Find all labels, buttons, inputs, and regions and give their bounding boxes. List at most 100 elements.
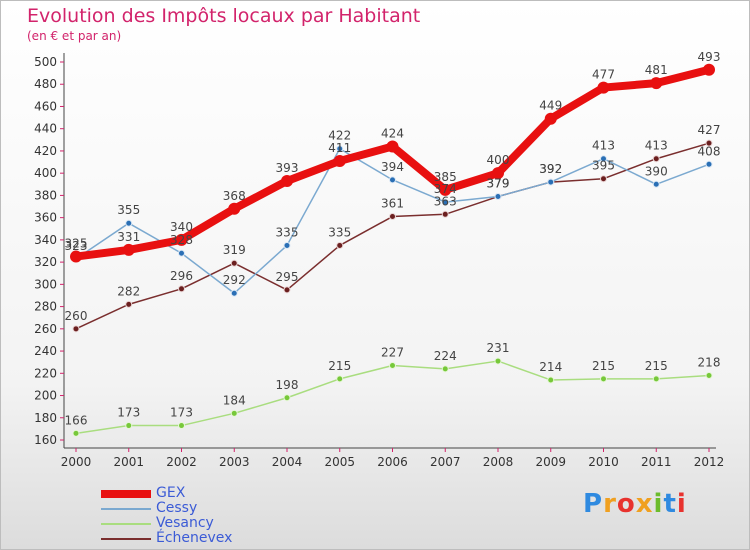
data-label-gex: 325 — [65, 237, 88, 251]
data-point-echenevex — [600, 175, 607, 183]
data-label-vesancy: 215 — [645, 359, 668, 373]
proxiti-logo: Proxiti — [583, 489, 687, 519]
logo-letter: o — [616, 489, 636, 519]
data-label-vesancy: 218 — [698, 356, 721, 370]
data-point-cessy — [494, 193, 502, 201]
data-label-cessy: 379 — [487, 177, 510, 191]
y-tick-label: 220 — [34, 366, 57, 380]
data-label-echenevex: 335 — [328, 225, 351, 239]
y-tick-label: 240 — [34, 344, 57, 358]
data-label-cessy: 328 — [170, 233, 193, 247]
x-tick-label: 2006 — [377, 455, 408, 469]
y-tick-label: 340 — [34, 233, 57, 247]
legend-item-vesancy: Vesancy — [101, 515, 301, 532]
data-point-cessy — [336, 145, 344, 153]
legend-swatch-echenevex — [101, 538, 151, 540]
logo-letter: r — [603, 489, 617, 519]
data-label-vesancy: 173 — [170, 406, 193, 420]
data-point-gex — [386, 140, 399, 153]
data-point-vesancy — [600, 375, 607, 383]
data-point-cessy — [389, 176, 396, 184]
data-label-echenevex: 295 — [276, 270, 299, 284]
data-point-cessy — [652, 180, 660, 188]
data-label-vesancy: 166 — [65, 413, 88, 427]
legend-item-gex: GEX — [101, 485, 301, 502]
data-label-vesancy: 198 — [276, 378, 299, 392]
x-tick-label: 2011 — [641, 455, 672, 469]
logo-letter: t — [663, 489, 677, 519]
x-tick-label: 2004 — [272, 455, 303, 469]
data-point-vesancy — [230, 409, 238, 417]
logo-letter: x — [635, 489, 654, 519]
data-point-gex — [544, 112, 557, 125]
y-tick-label: 320 — [34, 255, 57, 269]
data-label-vesancy: 215 — [328, 359, 351, 373]
data-label-gex: 385 — [434, 170, 457, 184]
legend-swatch-gex — [101, 490, 151, 498]
y-tick-label: 460 — [34, 99, 57, 113]
x-tick-label: 2009 — [535, 455, 566, 469]
data-label-vesancy: 227 — [381, 346, 404, 360]
data-label-echenevex: 392 — [539, 162, 562, 176]
y-tick-label: 260 — [34, 322, 57, 336]
x-tick-label: 2010 — [588, 455, 619, 469]
data-point-gex — [492, 167, 504, 180]
y-tick-label: 380 — [34, 188, 57, 202]
data-point-vesancy — [705, 372, 713, 380]
y-tick-label: 480 — [34, 77, 57, 91]
data-point-echenevex — [705, 139, 713, 147]
logo-letter: P — [583, 489, 604, 519]
data-label-gex: 493 — [698, 50, 721, 64]
legend-swatch-cessy — [101, 508, 151, 510]
y-tick-label: 420 — [34, 144, 57, 158]
y-tick-label: 200 — [34, 389, 57, 403]
legend-label-gex: GEX — [156, 485, 186, 501]
data-label-echenevex: 260 — [65, 309, 88, 323]
data-label-gex: 424 — [381, 126, 404, 140]
y-tick-label: 500 — [34, 55, 57, 69]
data-point-vesancy — [283, 394, 291, 402]
data-label-gex: 368 — [223, 189, 246, 203]
data-point-gex — [650, 77, 663, 90]
chart-title: Evolution des Impôts locaux par Habitant — [27, 5, 421, 27]
x-tick-label: 2002 — [166, 455, 197, 469]
data-point-echenevex — [652, 155, 660, 163]
data-label-cessy: 374 — [434, 182, 457, 196]
data-point-gex — [281, 174, 293, 187]
data-label-cessy: 390 — [645, 164, 668, 178]
data-point-vesancy — [494, 357, 502, 365]
data-point-echenevex — [72, 325, 80, 333]
data-label-cessy: 323 — [65, 239, 88, 253]
data-label-cessy: 392 — [539, 162, 562, 176]
data-label-cessy: 292 — [223, 273, 246, 287]
data-label-echenevex: 296 — [170, 269, 193, 283]
data-point-echenevex — [389, 213, 396, 221]
legend-swatch-vesancy — [101, 523, 151, 525]
data-point-vesancy — [72, 429, 80, 437]
data-point-gex — [228, 202, 241, 215]
data-label-cessy: 413 — [592, 139, 615, 153]
data-point-gex — [333, 154, 346, 167]
data-label-cessy: 355 — [117, 203, 140, 217]
y-tick-label: 280 — [34, 300, 57, 314]
data-label-gex: 477 — [592, 68, 615, 82]
legend-item-cessy: Cessy — [101, 500, 301, 517]
x-tick-label: 2007 — [430, 455, 461, 469]
data-point-cessy — [178, 249, 185, 257]
data-label-vesancy: 231 — [487, 341, 510, 355]
data-point-echenevex — [178, 285, 185, 293]
data-point-vesancy — [125, 422, 133, 430]
data-point-gex — [175, 233, 188, 246]
data-label-gex: 331 — [117, 230, 140, 244]
y-tick-label: 300 — [34, 277, 57, 291]
data-label-cessy: 422 — [328, 129, 351, 143]
logo-letter: i — [653, 489, 664, 519]
data-label-cessy: 335 — [276, 225, 299, 239]
data-point-vesancy — [652, 375, 660, 383]
y-tick-label: 360 — [34, 211, 57, 225]
data-label-gex: 449 — [539, 99, 562, 113]
data-point-gex — [703, 63, 715, 76]
data-point-gex — [70, 250, 82, 263]
legend-label-cessy: Cessy — [156, 500, 198, 516]
